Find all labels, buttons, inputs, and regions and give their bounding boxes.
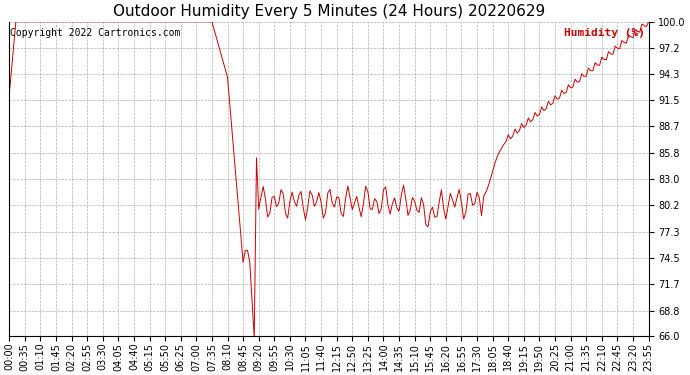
Title: Outdoor Humidity Every 5 Minutes (24 Hours) 20220629: Outdoor Humidity Every 5 Minutes (24 Hou… bbox=[112, 4, 545, 19]
Text: Copyright 2022 Cartronics.com: Copyright 2022 Cartronics.com bbox=[10, 28, 181, 38]
Text: Humidity (%): Humidity (%) bbox=[564, 28, 645, 38]
